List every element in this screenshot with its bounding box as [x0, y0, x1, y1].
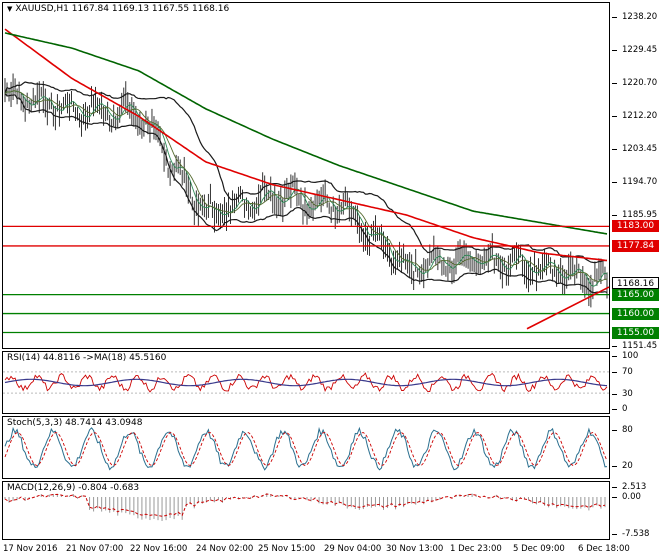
- bollinger-upper-line: [4, 81, 607, 264]
- macd-signal-line: [4, 493, 606, 517]
- time-label: 24 Nov 02:00: [196, 544, 254, 554]
- macd-scale: 2.513 0.00 -7.538: [612, 481, 660, 540]
- time-label: 25 Nov 15:00: [258, 544, 316, 554]
- time-label: 1 Dec 23:00: [450, 544, 502, 554]
- price-tick: 1194.70: [622, 176, 658, 187]
- rsi-scale: 100 70 30 0: [612, 351, 660, 414]
- price-tick: 1212.20: [622, 110, 658, 121]
- time-label: 17 Nov 2016: [3, 544, 58, 554]
- macd-tick: 2.513: [622, 482, 647, 492]
- ma-green-line: [4, 32, 608, 235]
- rsi-line: [4, 372, 608, 393]
- price-tick: 1238.20: [622, 12, 658, 22]
- price-chart-panel[interactable]: ▼ XAUUSD,H1 1167.84 1169.13 1167.55 1168.…: [2, 2, 610, 349]
- level-badge: 1155.00: [612, 326, 659, 339]
- price-tick: 1229.45: [622, 45, 658, 56]
- rsi-tick: 70: [622, 367, 633, 377]
- macd-tick: -7.538: [622, 529, 650, 539]
- rsi-title: RSI(14) 44.8116 ->MA(18) 45.5160: [7, 353, 167, 363]
- level-badge: 1183.00: [612, 220, 659, 233]
- stoch-signal-line: [4, 432, 608, 466]
- macd-tick: 0.00: [622, 492, 641, 502]
- time-label: 30 Nov 13:00: [386, 544, 444, 554]
- price-tick: 1220.70: [622, 78, 658, 89]
- rsi-panel[interactable]: RSI(14) 44.8116 ->MA(18) 45.5160: [2, 351, 610, 414]
- trendline: [526, 286, 610, 330]
- level-badge: 1168.16: [612, 276, 659, 289]
- price-tick: 1203.45: [622, 143, 658, 154]
- rsi-tick: 30: [622, 389, 633, 399]
- time-label: 6 Dec 18:00: [578, 544, 630, 554]
- stoch-main-line: [4, 426, 608, 471]
- fast-ma-line: [4, 90, 608, 287]
- price-tick: 1185.95: [622, 210, 658, 221]
- macd-title: MACD(12,26,9) -0.804 -0.683: [7, 483, 140, 493]
- stochastic-panel[interactable]: Stoch(5,3,3) 48.7414 43.0948: [2, 416, 610, 479]
- macd-panel[interactable]: MACD(12,26,9) -0.804 -0.683: [2, 481, 610, 540]
- stoch-scale: 80 20: [612, 416, 660, 479]
- chart-title: ▼ XAUUSD,H1 1167.84 1169.13 1167.55 1168.…: [7, 4, 229, 14]
- price-tick: 1151.45: [622, 341, 658, 351]
- time-label: 29 Nov 04:00: [324, 544, 382, 554]
- rsi-tick: 100: [622, 351, 639, 361]
- mid-ma-line: [4, 90, 608, 282]
- rsi-ma-line: [4, 378, 608, 387]
- level-badge: 1177.84: [612, 239, 659, 252]
- symbol-timeframe: XAUUSD,H1: [15, 4, 69, 14]
- ohlc-values: 1167.84 1169.13 1167.55 1168.16: [71, 4, 230, 14]
- chart-menu-dropdown-icon[interactable]: ▼: [7, 5, 13, 13]
- time-axis: 17 Nov 2016 21 Nov 07:00 22 Nov 16:00 24 No…: [0, 542, 660, 558]
- rsi-tick: 0: [622, 404, 628, 414]
- time-label: 21 Nov 07:00: [66, 544, 124, 554]
- level-badge: 1165.00: [612, 288, 659, 301]
- level-badge: 1160.00: [612, 307, 659, 320]
- bollinger-lower-line: [4, 93, 608, 294]
- stoch-title: Stoch(5,3,3) 48.7414 43.0948: [7, 418, 143, 428]
- stoch-tick: 20: [622, 461, 633, 471]
- time-label: 5 Dec 09:00: [513, 544, 565, 554]
- stoch-tick: 80: [622, 425, 633, 435]
- time-label: 22 Nov 16:00: [130, 544, 188, 554]
